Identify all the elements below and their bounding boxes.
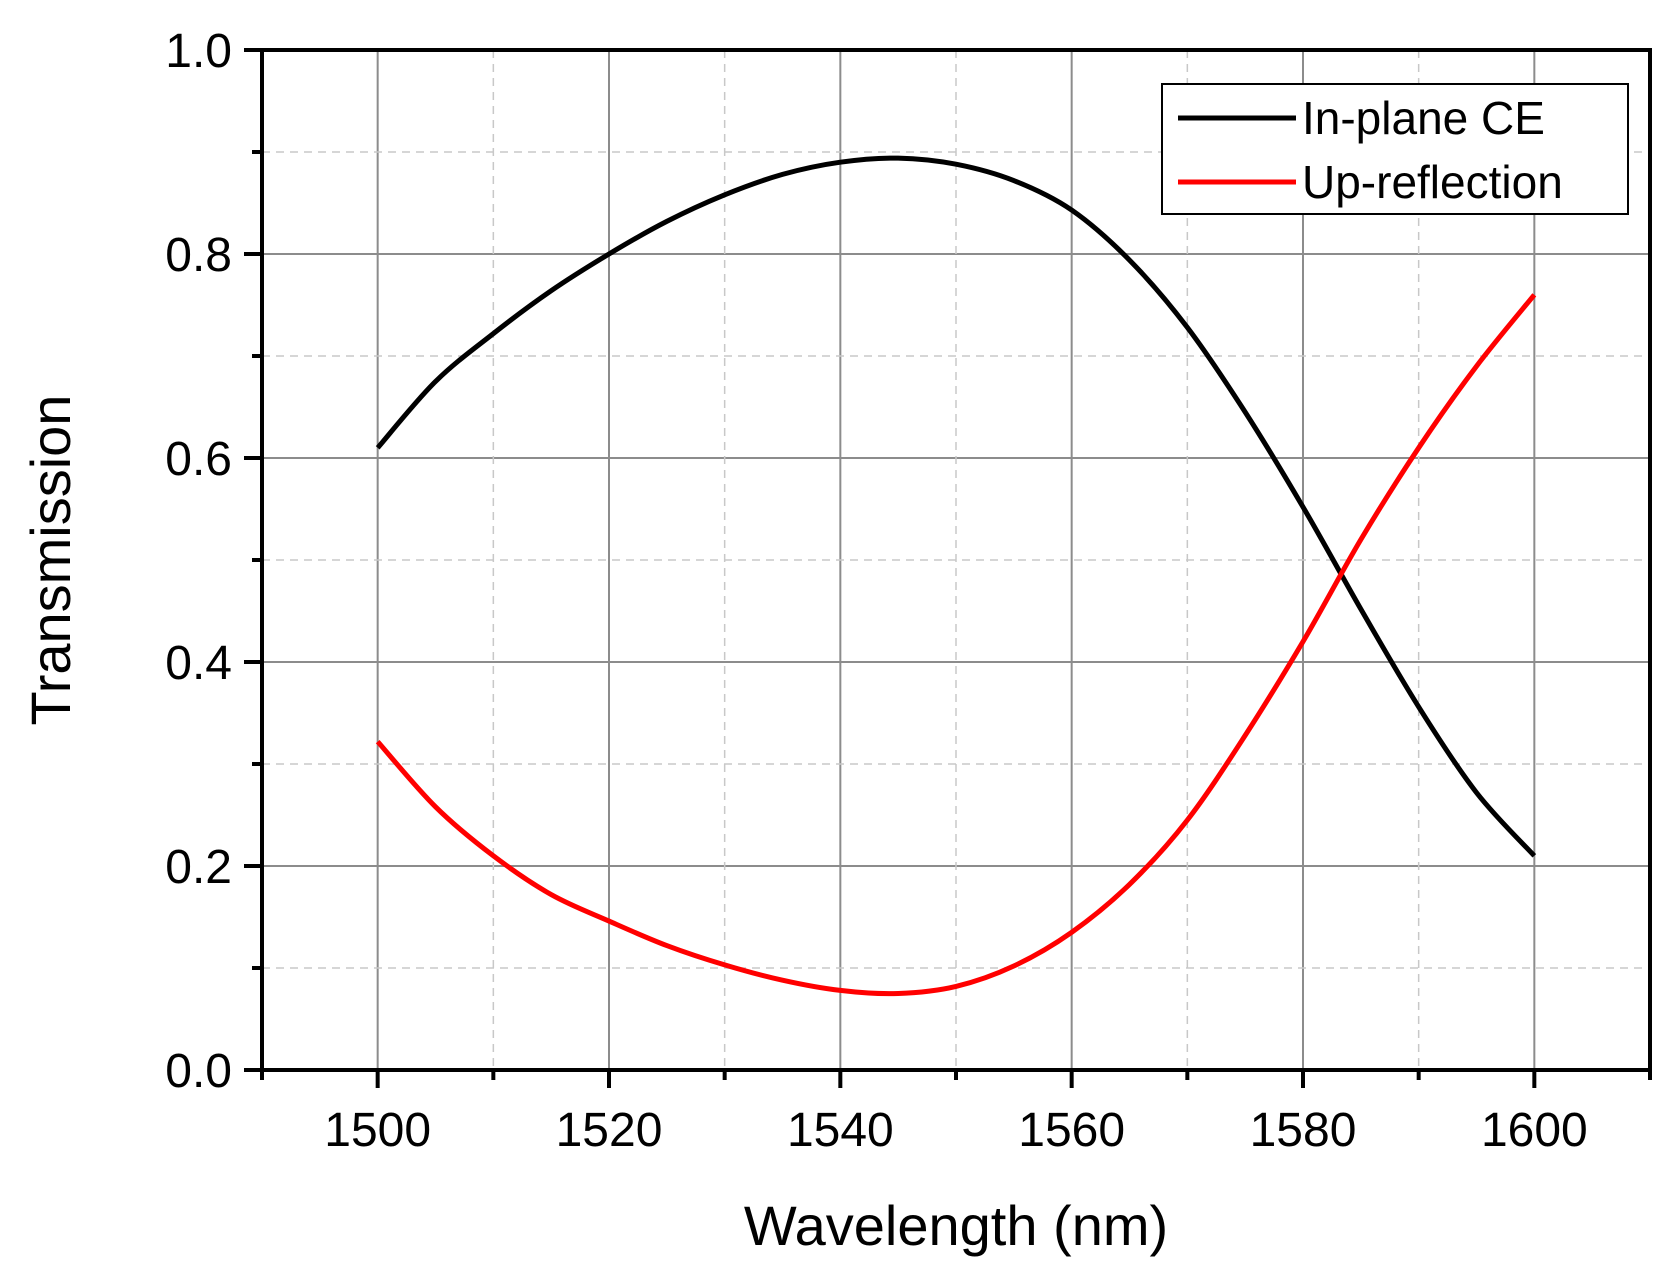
x-tick-label: 1540 [787, 1104, 894, 1157]
legend-box [1161, 83, 1629, 215]
x-axis-title: Wavelength (nm) [744, 1194, 1168, 1257]
x-tick-label: 1600 [1481, 1104, 1588, 1157]
legend-label: Up-reflection [1302, 156, 1563, 208]
axis-ticks [244, 48, 1652, 1088]
legend-label: In-plane CE [1302, 92, 1545, 144]
tick-labels: 1500 1520 1540 1560 1580 1600 0.0 0.2 0.4 0.6 0.8 1… [165, 25, 1587, 1157]
x-tick-label: 1500 [324, 1104, 431, 1157]
y-axis-title: Transmission [19, 395, 82, 726]
y-tick-label: 0.8 [165, 229, 232, 282]
legend: In-plane CE Up-reflection [1161, 83, 1629, 215]
series-line-1 [375, 293, 1537, 997]
y-tick-label: 0.4 [165, 637, 232, 690]
y-tick-label: 0.6 [165, 433, 232, 486]
y-tick-label: 0.2 [165, 841, 232, 894]
y-tick-label: 1.0 [165, 25, 232, 78]
series-lines [375, 155, 1537, 997]
y-tick-label: 0.0 [165, 1045, 232, 1098]
x-tick-label: 1560 [1018, 1104, 1125, 1157]
x-tick-label: 1520 [556, 1104, 663, 1157]
series-line-0 [375, 155, 1537, 858]
x-tick-label: 1580 [1250, 1104, 1357, 1157]
